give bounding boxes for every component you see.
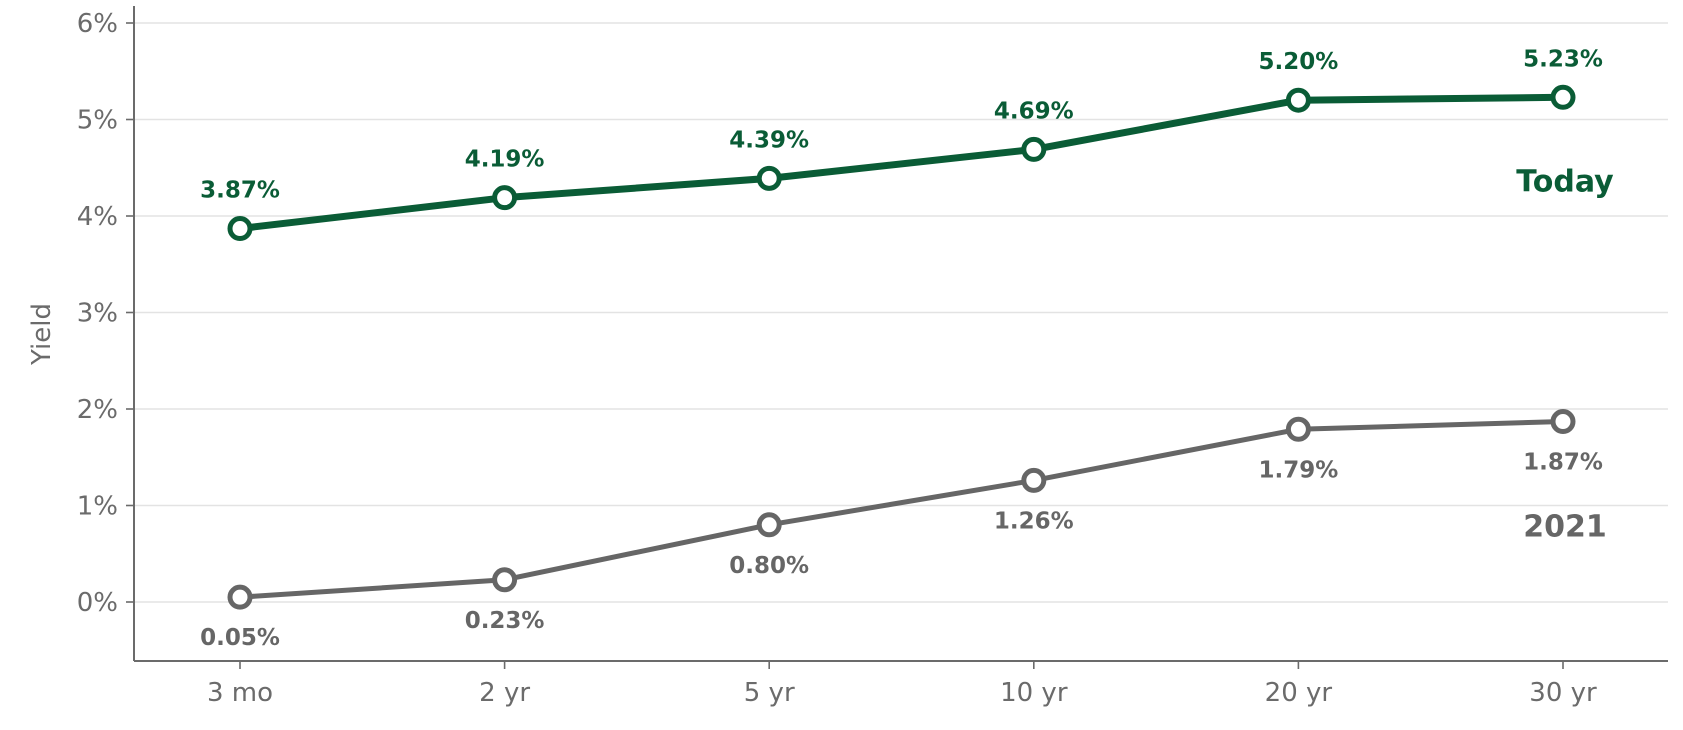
data-point [227, 216, 253, 242]
x-tick-label: 30 yr [1529, 678, 1597, 708]
x-tick-label: 5 yr [744, 678, 795, 708]
series-line-today [239, 93, 1564, 233]
data-point [756, 512, 782, 538]
y-tick-label: 3% [77, 299, 118, 329]
series-name-label: Today [1516, 164, 1614, 199]
series-today: 3.87% 4.19% 4.39% 4.69% 5.20% 5.23% Today [200, 46, 1614, 242]
y-tick-label: 2% [77, 395, 118, 425]
series-line-2021 [239, 419, 1564, 600]
data-point [1550, 409, 1576, 435]
data-point [756, 165, 782, 191]
data-label: 5.23% [1523, 46, 1603, 72]
y-tick-label: 0% [77, 588, 118, 618]
y-tick-label: 4% [77, 202, 118, 232]
data-label: 4.19% [465, 147, 545, 173]
y-tick-label: 1% [77, 492, 118, 522]
series-layer: 3.87% 4.19% 4.39% 4.69% 5.20% 5.23% Today 0.05%… [200, 46, 1614, 651]
data-label: 5.20% [1259, 49, 1339, 75]
data-point [1550, 84, 1576, 110]
data-label: 1.87% [1523, 450, 1603, 476]
axes [133, 6, 1668, 662]
data-label: 4.39% [729, 127, 809, 153]
grid-lines [134, 22, 1668, 603]
data-label: 0.80% [729, 553, 809, 579]
y-tick-label: 6% [77, 9, 118, 39]
y-axis-label: Yield [27, 303, 57, 366]
x-tick-label: 20 yr [1265, 678, 1333, 708]
series-2021: 0.05% 0.23% 0.80% 1.26% 1.79% 1.87% 2021 [200, 409, 1607, 651]
y-tick-label: 5% [77, 106, 118, 136]
data-label: 3.87% [200, 178, 280, 204]
data-label: 1.79% [1259, 457, 1339, 483]
y-axis-ticks: 0% 1% 2% 3% 4% 5% 6% [77, 9, 134, 618]
data-label: 1.26% [994, 508, 1074, 534]
x-tick-label: 3 mo [207, 678, 273, 708]
x-tick-label: 2 yr [479, 678, 530, 708]
data-point [1021, 136, 1047, 162]
data-point [492, 567, 518, 593]
data-point [1021, 467, 1047, 493]
data-label: 0.23% [465, 608, 545, 634]
data-point [1285, 416, 1311, 442]
x-tick-label: 10 yr [1000, 678, 1068, 708]
data-point [1285, 87, 1311, 113]
data-point [492, 185, 518, 211]
series-name-label: 2021 [1523, 510, 1607, 545]
x-axis-ticks: 3 mo 2 yr 5 yr 10 yr 20 yr 30 yr [207, 661, 1597, 708]
data-label: 0.05% [200, 625, 280, 651]
data-label: 4.69% [994, 98, 1074, 124]
data-point [227, 584, 253, 610]
